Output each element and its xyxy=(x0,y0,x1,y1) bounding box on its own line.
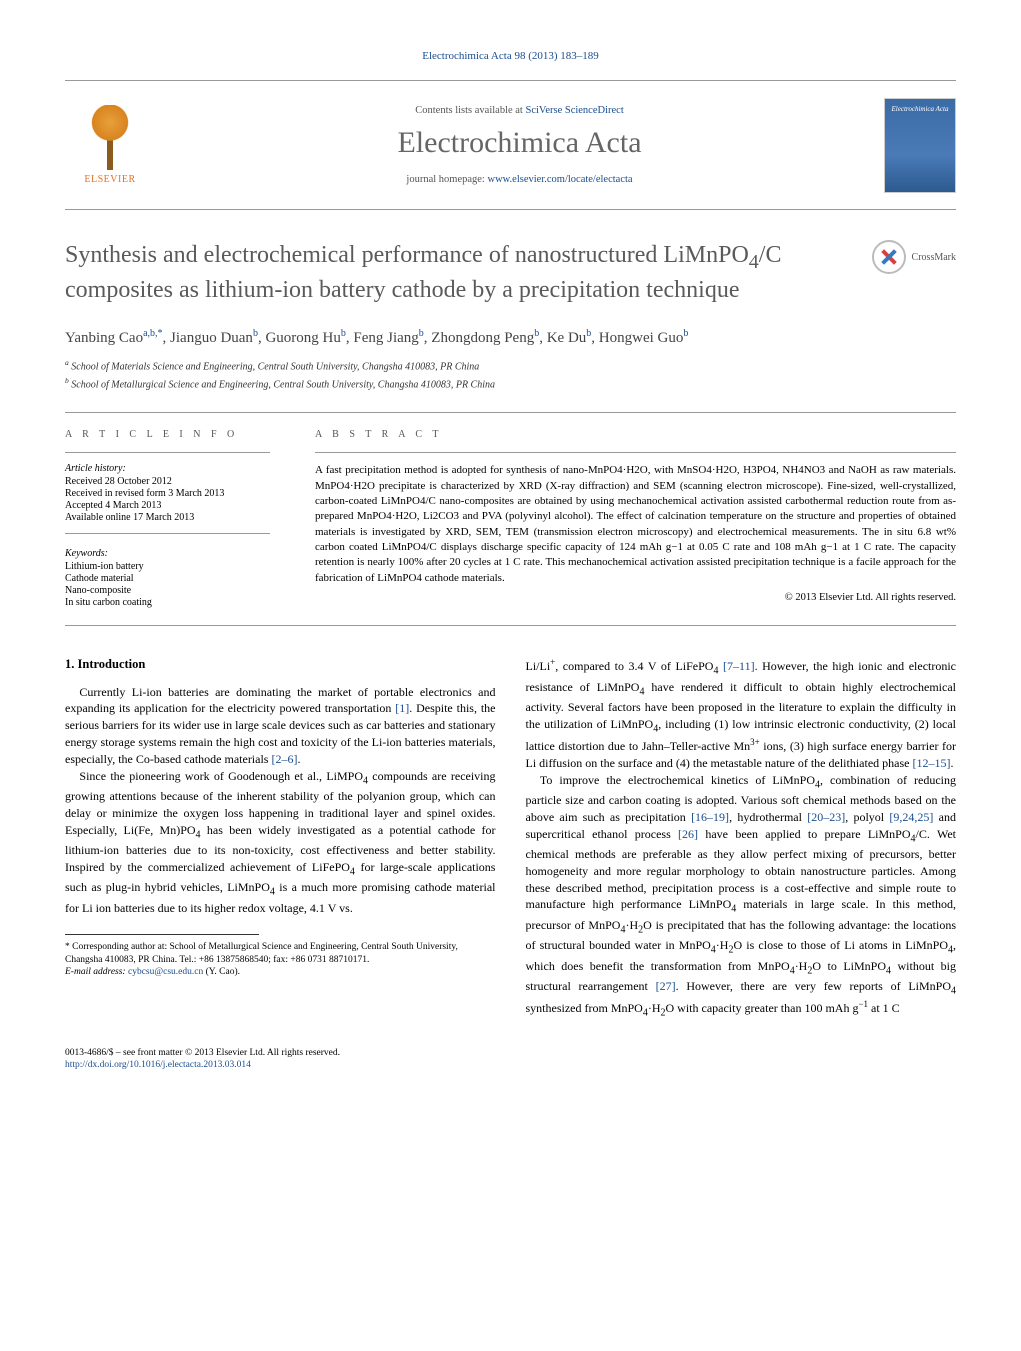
cover-title: Electrochimica Acta xyxy=(892,105,949,113)
email-suffix: (Y. Cao). xyxy=(206,967,240,977)
email-footnote: E-mail address: cybcsu@csu.edu.cn (Y. Ca… xyxy=(65,966,496,978)
body-paragraph: Li/Li+, compared to 3.4 V of LiFePO4 [7–… xyxy=(526,656,957,772)
affiliation-b-text: School of Metallurgical Science and Engi… xyxy=(71,379,495,390)
doi-link[interactable]: http://dx.doi.org/10.1016/j.electacta.20… xyxy=(65,1060,251,1070)
keyword: Cathode material xyxy=(65,573,270,584)
divider xyxy=(315,452,956,453)
journal-reference-link[interactable]: Electrochimica Acta 98 (2013) 183–189 xyxy=(422,50,599,62)
elsevier-logo: ELSEVIER xyxy=(65,95,155,195)
body-paragraph: Currently Li-ion batteries are dominatin… xyxy=(65,684,496,768)
history-online: Available online 17 March 2013 xyxy=(65,512,270,523)
section-heading-intro: 1. Introduction xyxy=(65,656,496,674)
abstract-copyright: © 2013 Elsevier Ltd. All rights reserved… xyxy=(315,592,956,603)
crossmark-icon xyxy=(872,240,906,274)
keywords-label: Keywords: xyxy=(65,548,270,559)
corresponding-author-footnote: * Corresponding author at: School of Met… xyxy=(65,941,496,966)
title-text-1: Synthesis and electrochemical performanc… xyxy=(65,242,749,268)
journal-cover-thumbnail: Electrochimica Acta xyxy=(884,98,956,193)
journal-header: ELSEVIER Contents lists available at Sci… xyxy=(65,80,956,210)
contents-line: Contents lists available at SciVerse Sci… xyxy=(155,105,884,116)
header-center: Contents lists available at SciVerse Sci… xyxy=(155,105,884,185)
article-info-column: A R T I C L E I N F O Article history: R… xyxy=(65,429,290,609)
homepage-line: journal homepage: www.elsevier.com/locat… xyxy=(155,174,884,185)
history-received: Received 28 October 2012 xyxy=(65,476,270,487)
homepage-prefix: journal homepage: xyxy=(406,174,487,185)
affiliation-a: a School of Materials Science and Engine… xyxy=(65,357,956,374)
email-label: E-mail address: xyxy=(65,967,128,977)
journal-reference: Electrochimica Acta 98 (2013) 183–189 xyxy=(65,50,956,62)
abstract-heading: A B S T R A C T xyxy=(315,429,956,440)
affiliation-b: b School of Metallurgical Science and En… xyxy=(65,375,956,392)
crossmark-badge[interactable]: CrossMark xyxy=(872,240,956,274)
keyword: Nano-composite xyxy=(65,585,270,596)
body-columns: 1. Introduction Currently Li-ion batteri… xyxy=(65,656,956,1021)
history-label: Article history: xyxy=(65,463,270,474)
affiliation-a-text: School of Materials Science and Engineer… xyxy=(71,362,479,373)
keyword: Lithium-ion battery xyxy=(65,561,270,572)
elsevier-label: ELSEVIER xyxy=(84,174,135,185)
page-footer: 0013-4686/$ – see front matter © 2013 El… xyxy=(65,1047,956,1072)
article-info-heading: A R T I C L E I N F O xyxy=(65,429,270,440)
title-sub: 4 xyxy=(749,251,759,273)
divider xyxy=(65,412,956,413)
email-link[interactable]: cybcsu@csu.edu.cn xyxy=(128,967,203,977)
article-title: Synthesis and electrochemical performanc… xyxy=(65,240,845,306)
authors-line: Yanbing Caoa,b,*, Jianguo Duanb, Guorong… xyxy=(65,326,956,350)
contents-prefix: Contents lists available at xyxy=(415,105,525,116)
history-revised: Received in revised form 3 March 2013 xyxy=(65,488,270,499)
journal-title: Electrochimica Acta xyxy=(155,126,884,160)
body-paragraph: Since the pioneering work of Goodenough … xyxy=(65,768,496,917)
affiliations: a School of Materials Science and Engine… xyxy=(65,357,956,392)
abstract-column: A B S T R A C T A fast precipitation met… xyxy=(290,429,956,609)
history-accepted: Accepted 4 March 2013 xyxy=(65,500,270,511)
divider xyxy=(65,452,270,453)
info-abstract-row: A R T I C L E I N F O Article history: R… xyxy=(65,429,956,626)
homepage-link[interactable]: www.elsevier.com/locate/electacta xyxy=(487,174,632,185)
keyword: In situ carbon coating xyxy=(65,597,270,608)
abstract-text: A fast precipitation method is adopted f… xyxy=(315,463,956,586)
elsevier-tree-icon xyxy=(80,105,140,170)
body-paragraph: To improve the electrochemical kinetics … xyxy=(526,772,957,1021)
divider xyxy=(65,533,270,534)
title-area: Synthesis and electrochemical performanc… xyxy=(65,240,956,306)
footnote-separator xyxy=(65,934,259,935)
crossmark-label: CrossMark xyxy=(912,252,956,263)
issn-line: 0013-4686/$ – see front matter © 2013 El… xyxy=(65,1047,956,1059)
sciencedirect-link[interactable]: SciVerse ScienceDirect xyxy=(525,105,623,116)
